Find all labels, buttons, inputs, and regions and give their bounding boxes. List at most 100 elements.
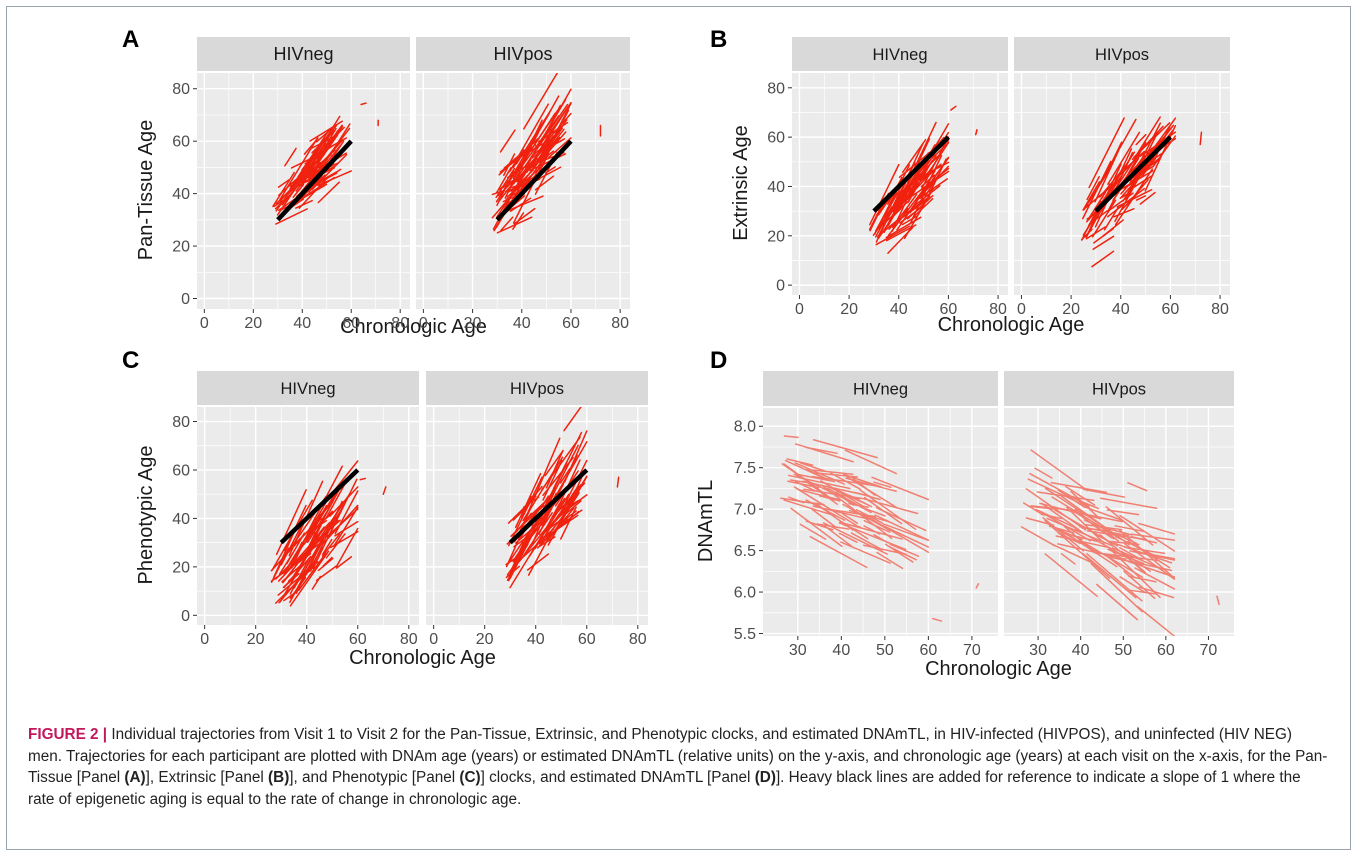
- facet-strip-label: HIVneg: [273, 44, 333, 64]
- trajectory-line: [547, 475, 588, 546]
- x-tick-label: 0: [1017, 301, 1026, 318]
- y-tick-label: 6.0: [734, 585, 756, 602]
- trajectory-line: [275, 179, 302, 205]
- caption-panel-a-ref: (A): [124, 769, 146, 786]
- facet-strip: [792, 37, 1008, 71]
- trajectory-line: [899, 204, 925, 224]
- trajectory-line: [871, 476, 930, 501]
- y-axis-title: Pan-Tissue Age: [135, 120, 157, 260]
- trajectory-line: [540, 521, 559, 536]
- trajectory-line: [542, 459, 563, 501]
- x-tick-label: 30: [789, 642, 807, 659]
- x-tick-label: 40: [1072, 642, 1090, 659]
- x-tick-label: 0: [795, 301, 804, 318]
- trajectory-line: [1092, 235, 1115, 251]
- trajectory-line: [1091, 199, 1117, 238]
- x-tick-label: 0: [200, 315, 209, 332]
- trajectory-line: [1128, 589, 1157, 595]
- x-tick-label: 60: [562, 315, 580, 332]
- x-tick-label: 60: [919, 642, 937, 659]
- x-tick-label: 0: [419, 315, 428, 332]
- trajectory-line: [811, 469, 854, 476]
- trajectory-line: [818, 495, 841, 502]
- trajectory-line: [974, 128, 978, 136]
- trajectory-line: [1107, 131, 1141, 185]
- reference-line: [276, 139, 353, 222]
- panel-letter: C: [122, 347, 139, 374]
- facet-strip-label: HIVpos: [1092, 381, 1146, 399]
- trajectory-line: [1025, 488, 1087, 531]
- trajectory-line: [806, 468, 829, 481]
- trajectory-line: [290, 137, 327, 191]
- trajectory-line: [1096, 583, 1139, 621]
- facet-hivpos: HIVpos 30 40 50 60 70: [1004, 371, 1234, 659]
- x-tick-label: 60: [342, 315, 360, 332]
- trajectory-line: [1103, 553, 1136, 579]
- figure-chart-area: A Pan-Tissue Age Chronologic Age HIVneg 0 20 4…: [122, 26, 1234, 680]
- trajectory-line: [1042, 517, 1085, 552]
- trajectory-line: [496, 216, 533, 234]
- facet-hivpos: HIVpos 0 20 40 60 80: [1014, 37, 1230, 318]
- trajectory-line: [1052, 543, 1092, 564]
- y-tick-label: 80: [172, 414, 190, 431]
- caption-panel-d-ref: (D): [754, 769, 776, 786]
- x-tick-label: 0: [429, 631, 438, 648]
- trajectory-line: [274, 190, 295, 210]
- trajectory-line: [526, 553, 550, 571]
- facet-strip: [426, 371, 648, 405]
- trajectory-line: [787, 480, 820, 489]
- facet-hivneg: HIVneg 0 20 40 60 80 0 20 40 60 80: [172, 37, 410, 332]
- trajectory-line: [1123, 546, 1166, 555]
- trajectory-line: [531, 135, 555, 163]
- trajectory-line: [359, 477, 367, 481]
- trajectory-line: [539, 528, 555, 541]
- trajectory-line: [322, 538, 333, 556]
- x-tick-label: 80: [611, 315, 629, 332]
- facet-strip-label: HIVpos: [510, 380, 564, 398]
- trajectory-line: [1121, 191, 1132, 198]
- caption-panel-b-ref: (B): [268, 769, 290, 786]
- trajectory-line: [1022, 502, 1044, 516]
- x-axis-title: Chronologic Age: [938, 314, 1085, 336]
- trajectory-line: [1083, 181, 1101, 210]
- trajectory-line: [1110, 540, 1140, 546]
- trajectory-line: [1127, 482, 1148, 492]
- trajectory-line: [1050, 481, 1108, 494]
- trajectory-line: [1129, 550, 1176, 561]
- trajectory-line: [892, 193, 918, 229]
- y-tick-label: 20: [767, 228, 785, 245]
- trajectory-line: [841, 492, 860, 500]
- trajectory-line: [1114, 525, 1145, 533]
- trajectory-line: [950, 105, 957, 111]
- trajectory-line: [514, 519, 544, 544]
- trajectory-line: [1139, 131, 1159, 168]
- trajectory-line: [1129, 173, 1140, 189]
- trajectory-line: [275, 489, 307, 556]
- trajectory-lines: [1080, 116, 1203, 268]
- trajectory-line: [297, 524, 322, 573]
- trajectory-line: [1093, 227, 1114, 244]
- trajectory-line: [812, 505, 870, 520]
- trajectory-line: [1119, 514, 1176, 552]
- y-tick-label: 40: [767, 179, 785, 196]
- trajectory-line: [1088, 117, 1125, 189]
- trajectory-line: [801, 480, 871, 497]
- trajectory-line: [1120, 550, 1146, 574]
- trajectory-line: [544, 450, 564, 477]
- trajectory-line: [280, 524, 303, 566]
- trajectory-line: [549, 101, 572, 134]
- trajectory-line: [500, 216, 514, 232]
- trajectory-lines: [272, 102, 379, 225]
- trajectory-line: [503, 137, 540, 169]
- trajectory-line: [512, 212, 525, 230]
- trajectory-line: [360, 102, 367, 106]
- panel-letter: A: [122, 26, 139, 53]
- trajectory-line: [1094, 148, 1133, 228]
- x-tick-label: 40: [1112, 301, 1130, 318]
- trajectory-line: [912, 198, 934, 219]
- facet-strip-label: HIVpos: [1095, 46, 1149, 64]
- trajectory-line: [799, 523, 827, 540]
- trajectory-line: [284, 147, 297, 167]
- trajectory-line: [822, 522, 888, 555]
- trajectory-line: [1101, 151, 1136, 203]
